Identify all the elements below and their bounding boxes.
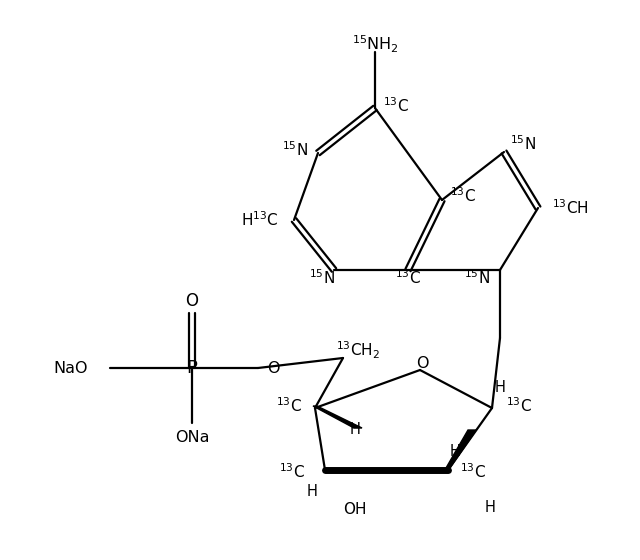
Text: $^{13}$C: $^{13}$C bbox=[460, 463, 486, 482]
Text: $^{15}$N: $^{15}$N bbox=[309, 269, 335, 287]
Text: $^{13}$CH: $^{13}$CH bbox=[552, 199, 589, 217]
Text: $^{15}$N: $^{15}$N bbox=[464, 269, 490, 287]
Text: $^{13}$C: $^{13}$C bbox=[276, 396, 302, 416]
Text: H$^{13}$C: H$^{13}$C bbox=[241, 211, 278, 230]
Text: $^{15}$N: $^{15}$N bbox=[282, 141, 308, 160]
Text: H: H bbox=[307, 484, 317, 500]
Text: OH: OH bbox=[343, 502, 367, 517]
Text: H: H bbox=[484, 500, 495, 515]
Text: H: H bbox=[495, 380, 506, 394]
Text: O: O bbox=[267, 361, 280, 376]
Text: $^{15}$NH$_2$: $^{15}$NH$_2$ bbox=[352, 33, 398, 55]
Text: $^{13}$C: $^{13}$C bbox=[395, 269, 421, 287]
Text: H: H bbox=[449, 445, 460, 460]
Text: NaO: NaO bbox=[54, 361, 88, 376]
Text: P: P bbox=[187, 359, 197, 377]
Text: $^{15}$N: $^{15}$N bbox=[510, 134, 536, 153]
Text: $^{13}$C: $^{13}$C bbox=[279, 463, 305, 482]
Text: O: O bbox=[416, 356, 428, 371]
Text: O: O bbox=[186, 292, 198, 310]
Text: $^{13}$CH$_2$: $^{13}$CH$_2$ bbox=[336, 339, 380, 361]
Text: ONa: ONa bbox=[175, 431, 209, 446]
Text: $^{13}$C: $^{13}$C bbox=[506, 396, 532, 416]
Text: H: H bbox=[349, 422, 360, 437]
Text: $^{13}$C: $^{13}$C bbox=[383, 97, 409, 115]
Polygon shape bbox=[313, 406, 362, 428]
Polygon shape bbox=[446, 430, 476, 468]
Text: $^{13}$C: $^{13}$C bbox=[450, 186, 476, 206]
